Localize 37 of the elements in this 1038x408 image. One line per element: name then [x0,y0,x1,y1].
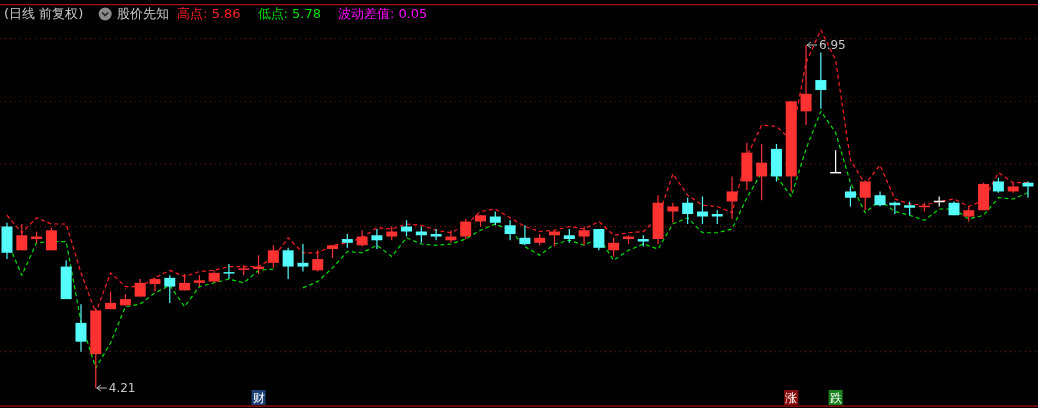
candlestick [696,195,708,225]
candlestick [356,229,368,248]
candlestick [800,44,812,126]
candlestick [267,244,279,269]
candlestick [815,51,827,110]
text: 波动差值: 0.05 [337,6,428,21]
candlestick [430,228,442,241]
candlestick [859,179,871,211]
candlestick [519,224,531,246]
annotation: 6.95 [819,38,846,53]
candlestick [756,143,768,201]
candlestick [460,218,472,240]
candlestick [371,228,383,250]
text: 高点: 5.86 [177,6,241,21]
candlestick [608,237,620,258]
x-tick-label: 跌 [829,391,842,405]
candlestick [16,223,28,251]
candlestick [593,228,605,251]
text: 低点: 5.78 [257,6,322,21]
candlestick [667,202,679,224]
candlestick [149,277,161,293]
candlestick [223,263,235,280]
x-tick-label: 涨 [785,391,798,405]
x-tick-label: 财 [252,391,265,405]
chart-subtitle: 股价先知 [117,6,170,21]
annotation: 4.21 [108,381,136,396]
candlestick [844,185,856,208]
candlestick [75,303,87,353]
candlestick [504,219,516,241]
candlestick [726,175,738,220]
candlestick [164,274,176,304]
chart-title: (日线 前复权) [4,6,84,21]
candlestick [682,197,694,225]
candlestick [297,243,309,273]
candlestick [578,225,590,246]
candlestick [312,249,324,273]
candlestick [282,247,294,280]
